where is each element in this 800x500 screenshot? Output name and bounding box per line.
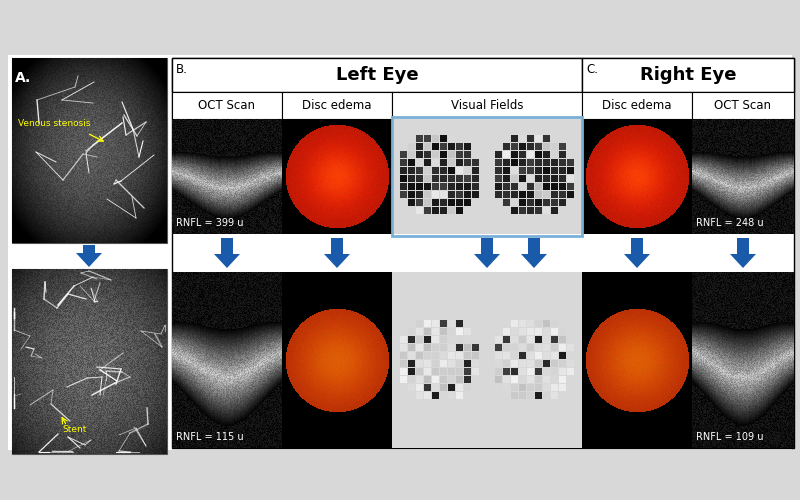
Polygon shape — [214, 254, 240, 268]
Bar — [221, 238, 233, 254]
Bar — [392, 92, 582, 119]
Text: OCT Scan: OCT Scan — [198, 99, 255, 112]
Bar — [392, 117, 582, 236]
Bar — [172, 58, 794, 448]
Text: RNFL = 399 u: RNFL = 399 u — [176, 218, 243, 228]
Bar — [172, 58, 582, 92]
Text: Disc edema: Disc edema — [602, 99, 672, 112]
Bar — [12, 58, 167, 243]
Text: RNFL = 115 u: RNFL = 115 u — [176, 432, 244, 442]
Polygon shape — [624, 254, 650, 268]
Bar — [8, 55, 792, 450]
Text: RNFL = 248 u: RNFL = 248 u — [696, 218, 764, 228]
Polygon shape — [730, 254, 756, 268]
Text: Left Eye: Left Eye — [336, 66, 418, 84]
Bar — [582, 92, 692, 119]
Bar — [83, 245, 95, 253]
Bar — [582, 58, 794, 92]
Bar — [528, 238, 540, 254]
Bar — [631, 238, 643, 254]
Bar — [12, 269, 167, 454]
Text: Disc edema: Disc edema — [302, 99, 372, 112]
Text: RNFL = 109 u: RNFL = 109 u — [696, 432, 763, 442]
Bar — [331, 238, 343, 254]
Bar — [737, 238, 749, 254]
Polygon shape — [324, 254, 350, 268]
Polygon shape — [474, 254, 500, 268]
Bar — [172, 92, 282, 119]
Text: OCT Scan: OCT Scan — [714, 99, 771, 112]
Bar — [282, 92, 392, 119]
Text: C.: C. — [586, 63, 598, 76]
Polygon shape — [76, 253, 102, 267]
Text: Stent: Stent — [62, 424, 86, 434]
Polygon shape — [521, 254, 547, 268]
Bar — [692, 92, 794, 119]
Bar — [481, 238, 493, 254]
Text: Right Eye: Right Eye — [640, 66, 736, 84]
Text: A.: A. — [15, 71, 31, 85]
Text: Visual Fields: Visual Fields — [450, 99, 523, 112]
Text: B.: B. — [176, 63, 188, 76]
Text: Venous stenosis: Venous stenosis — [18, 118, 90, 128]
